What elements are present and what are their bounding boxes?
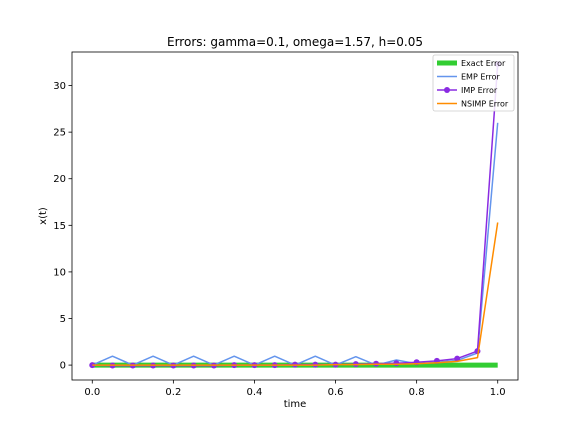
x-tick-label: 1.0 xyxy=(490,387,506,398)
legend-label: EMP Error xyxy=(461,73,501,82)
chart-title: Errors: gamma=0.1, omega=1.57, h=0.05 xyxy=(167,35,423,49)
y-tick-label: 25 xyxy=(53,128,66,139)
y-tick-label: 30 xyxy=(53,81,66,92)
legend-label: IMP Error xyxy=(461,86,498,95)
x-tick-label: 0.6 xyxy=(328,387,344,398)
y-tick-label: 20 xyxy=(53,174,66,185)
x-tick-label: 0.0 xyxy=(84,387,100,398)
x-axis-label: time xyxy=(284,399,307,410)
y-tick-label: 5 xyxy=(60,314,66,325)
series-point xyxy=(393,360,399,366)
x-tick-label: 0.4 xyxy=(247,387,263,398)
y-axis-label: x(t) xyxy=(38,207,49,225)
legend-label: Exact Error xyxy=(461,59,506,68)
y-tick-label: 15 xyxy=(53,221,66,232)
legend-label: NSIMP Error xyxy=(461,100,509,109)
legend-marker xyxy=(444,87,450,93)
y-tick-label: 0 xyxy=(60,361,66,372)
x-tick-label: 0.2 xyxy=(165,387,181,398)
x-tick-label: 0.8 xyxy=(409,387,425,398)
y-tick-label: 10 xyxy=(53,267,66,278)
legend: Exact Error EMP Error IMP Error NSIMP Error xyxy=(433,55,514,111)
